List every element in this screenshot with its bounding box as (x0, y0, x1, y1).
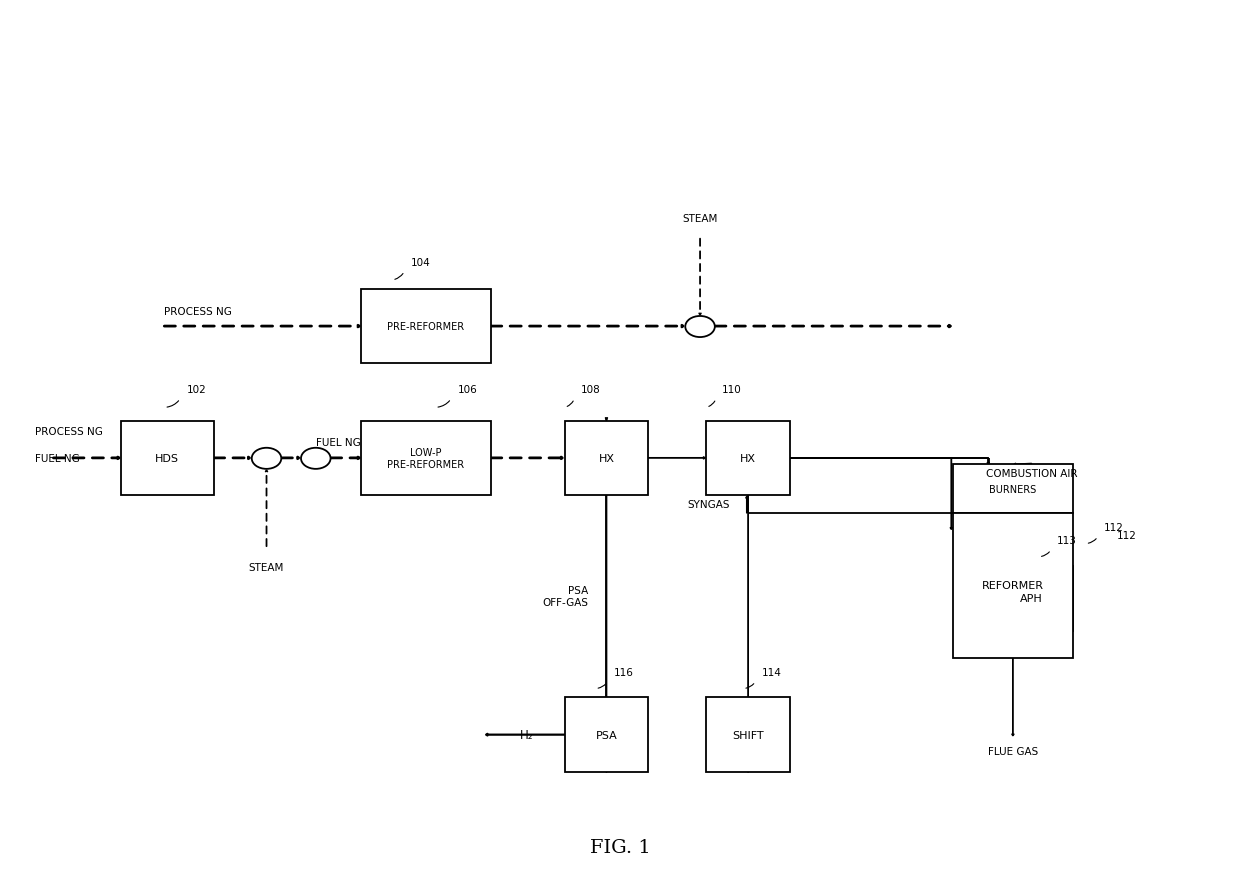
Text: HX: HX (740, 454, 756, 463)
Text: STEAM: STEAM (682, 214, 718, 223)
Text: 112: 112 (1116, 531, 1136, 540)
Text: PROCESS NG: PROCESS NG (164, 307, 232, 316)
Text: HX: HX (599, 454, 615, 463)
Text: SYNGAS: SYNGAS (687, 500, 729, 509)
Text: PSA
OFF-GAS: PSA OFF-GAS (542, 586, 588, 608)
Circle shape (686, 316, 714, 338)
Text: 116: 116 (614, 667, 634, 677)
Text: 112: 112 (1104, 523, 1123, 532)
Text: LOW-P
PRE-REFORMER: LOW-P PRE-REFORMER (387, 447, 465, 470)
Text: BURNERS: BURNERS (990, 484, 1037, 494)
Text: 110: 110 (722, 385, 742, 395)
Text: COMBUSTION AIR: COMBUSTION AIR (986, 468, 1078, 478)
Text: PRE-REFORMER: PRE-REFORMER (387, 322, 465, 331)
Circle shape (252, 448, 281, 470)
Bar (952, 513, 1074, 658)
Text: FUEL NG: FUEL NG (316, 438, 361, 447)
Text: APH: APH (1021, 594, 1043, 603)
Bar (707, 697, 790, 772)
Text: FLUE GAS: FLUE GAS (988, 746, 1038, 756)
Bar (564, 697, 649, 772)
Bar (952, 465, 1074, 513)
Text: H₂: H₂ (521, 728, 533, 742)
Bar (990, 566, 1074, 632)
Bar (707, 421, 790, 495)
Text: HDS: HDS (155, 454, 180, 463)
Text: 104: 104 (410, 258, 430, 268)
Bar (122, 421, 213, 495)
Text: 106: 106 (458, 385, 477, 395)
Text: FIG. 1: FIG. 1 (590, 838, 650, 856)
Text: REFORMER: REFORMER (982, 580, 1044, 591)
Text: STEAM: STEAM (249, 563, 284, 572)
Bar (564, 421, 649, 495)
Bar (361, 421, 491, 495)
Text: SHIFT: SHIFT (733, 730, 764, 740)
Text: PSA: PSA (595, 730, 618, 740)
Text: 113: 113 (1058, 536, 1078, 546)
Text: PROCESS NG: PROCESS NG (35, 426, 103, 437)
Text: 108: 108 (580, 385, 600, 395)
Text: 114: 114 (761, 667, 781, 677)
Bar (361, 290, 491, 364)
Text: FUEL NG: FUEL NG (35, 454, 79, 463)
Text: 102: 102 (186, 385, 206, 395)
Circle shape (301, 448, 331, 470)
